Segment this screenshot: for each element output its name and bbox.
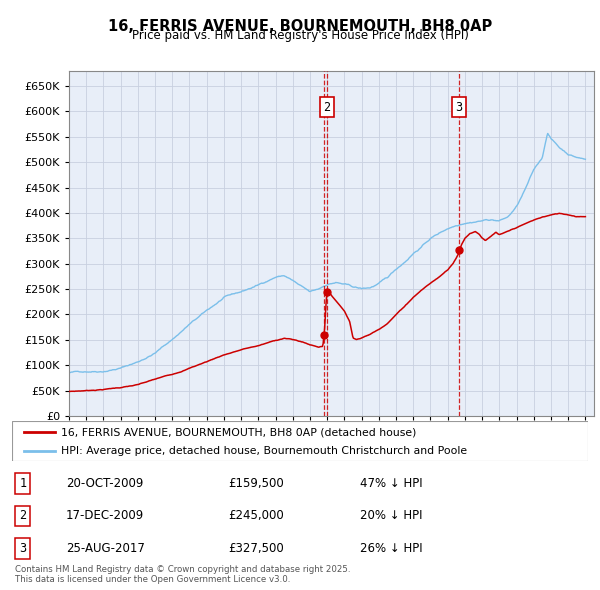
Text: 3: 3: [455, 100, 462, 113]
Text: 2: 2: [19, 509, 26, 523]
Text: HPI: Average price, detached house, Bournemouth Christchurch and Poole: HPI: Average price, detached house, Bour…: [61, 447, 467, 456]
Text: 26% ↓ HPI: 26% ↓ HPI: [360, 542, 422, 555]
Text: 2: 2: [323, 100, 330, 113]
Text: 1: 1: [19, 477, 26, 490]
Text: 47% ↓ HPI: 47% ↓ HPI: [360, 477, 422, 490]
Text: Price paid vs. HM Land Registry's House Price Index (HPI): Price paid vs. HM Land Registry's House …: [131, 30, 469, 42]
Text: 20% ↓ HPI: 20% ↓ HPI: [360, 509, 422, 523]
Text: 16, FERRIS AVENUE, BOURNEMOUTH, BH8 0AP (detached house): 16, FERRIS AVENUE, BOURNEMOUTH, BH8 0AP …: [61, 427, 416, 437]
Text: £159,500: £159,500: [228, 477, 284, 490]
Text: 17-DEC-2009: 17-DEC-2009: [66, 509, 144, 523]
Text: Contains HM Land Registry data © Crown copyright and database right 2025.
This d: Contains HM Land Registry data © Crown c…: [15, 565, 350, 584]
Text: £245,000: £245,000: [228, 509, 284, 523]
Text: 16, FERRIS AVENUE, BOURNEMOUTH, BH8 0AP: 16, FERRIS AVENUE, BOURNEMOUTH, BH8 0AP: [108, 19, 492, 34]
Text: 20-OCT-2009: 20-OCT-2009: [66, 477, 143, 490]
Text: 25-AUG-2017: 25-AUG-2017: [66, 542, 145, 555]
Text: £327,500: £327,500: [228, 542, 284, 555]
Text: 3: 3: [19, 542, 26, 555]
